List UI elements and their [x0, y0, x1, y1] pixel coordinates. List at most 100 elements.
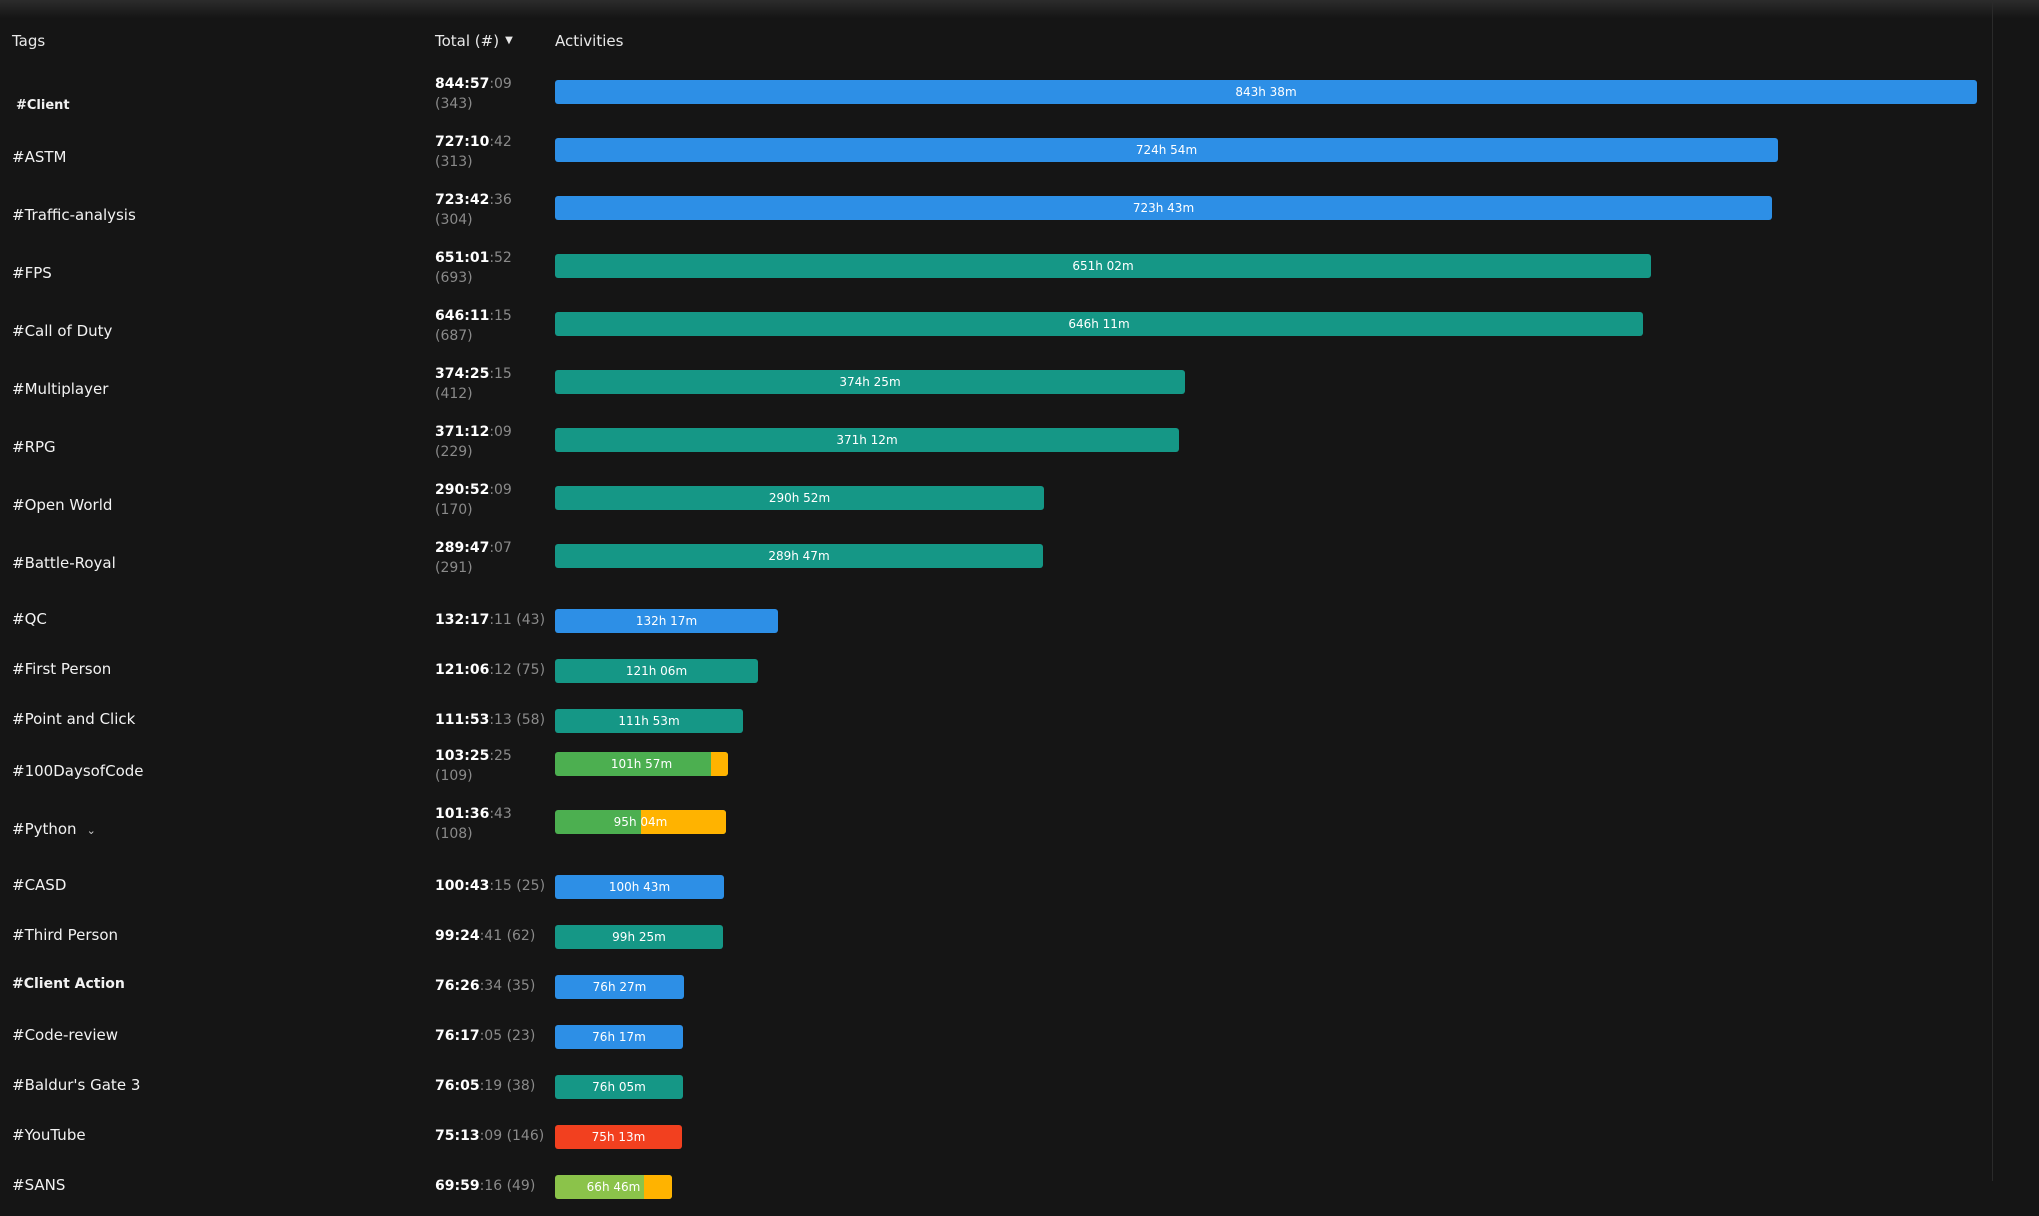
total-hours: 76:26: [435, 978, 480, 994]
activity-bar[interactable]: 724h 54m: [555, 138, 1778, 162]
tag-label[interactable]: #Open World: [12, 496, 112, 514]
tag-label[interactable]: #ASTM: [12, 148, 66, 166]
tag-label[interactable]: #RPG: [12, 438, 56, 456]
activity-bar[interactable]: 651h 02m: [555, 254, 1651, 278]
table-row: #CASD 100:43:15 (25) 100h 43m: [0, 866, 1990, 916]
table-row: #Point and Click 111:53:13 (58) 111h 53m: [0, 700, 1990, 750]
tag-label[interactable]: #Code-review: [12, 1026, 118, 1044]
total-seconds: :07: [489, 540, 512, 556]
activity-bar[interactable]: 843h 38m: [555, 80, 1977, 104]
total-hours: 289:47: [435, 540, 490, 556]
total-cell: 374:25:15 (412): [435, 364, 512, 404]
tag-label[interactable]: #100DaysofCode: [12, 762, 144, 780]
total-cell: 651:01:52 (693): [435, 248, 512, 288]
tag-label[interactable]: #CASD: [12, 876, 66, 894]
tag-label[interactable]: #Multiplayer: [12, 380, 108, 398]
table-row: #Python ⌄ 101:36:43 (108) 95h 04m: [0, 806, 1990, 860]
entry-count: (25): [516, 878, 546, 894]
table-row: #QC 132:17:11 (43) 132h 17m: [0, 600, 1990, 650]
total-cell: 723:42:36 (304): [435, 190, 512, 230]
entry-count: (687): [435, 328, 473, 344]
bar-label: 723h 43m: [1132, 201, 1195, 215]
entry-count: (62): [506, 928, 536, 944]
tag-name: #ASTM: [12, 148, 67, 166]
chevron-down-icon[interactable]: ⌄: [86, 824, 96, 837]
total-cell: 844:57:09 (343): [435, 74, 512, 114]
total-hours: 69:59: [435, 1178, 480, 1194]
bar-label: 111h 53m: [618, 714, 680, 728]
activity-bar[interactable]: 76h 17m: [555, 1025, 683, 1049]
top-shadow: [0, 0, 2039, 18]
total-cell: 290:52:09 (170): [435, 480, 512, 520]
tag-label[interactable]: #Baldur's Gate 3: [12, 1076, 140, 1094]
tag-name: #CASD: [12, 876, 67, 894]
bar-label: 101h 57m: [610, 757, 673, 771]
bar-label: 76h 17m: [592, 1030, 646, 1044]
table-row: #RPG 371:12:09 (229) 371h 12m: [0, 424, 1990, 478]
entry-count: (229): [435, 444, 473, 460]
tag-label[interactable]: #YouTube: [12, 1126, 86, 1144]
tag-label[interactable]: #Client: [16, 98, 70, 113]
header-activities[interactable]: Activities: [555, 32, 624, 50]
total-cell: 76:05:19 (38): [435, 1076, 535, 1096]
bar-label: 651h 02m: [1072, 259, 1134, 273]
total-hours: 727:10: [435, 134, 490, 150]
activity-bar[interactable]: 101h 57m: [555, 752, 728, 776]
total-hours: 374:25: [435, 366, 490, 382]
activity-bar[interactable]: 111h 53m: [555, 709, 743, 733]
total-hours: 371:12: [435, 424, 490, 440]
entry-count: (49): [506, 1178, 536, 1194]
tag-label[interactable]: #Battle-Royal: [12, 554, 116, 572]
activity-bar[interactable]: 289h 47m: [555, 544, 1043, 568]
table-row: #ASTM 727:10:42 (313) 724h 54m: [0, 134, 1990, 188]
tag-name: #SANS: [12, 1176, 66, 1194]
total-seconds: :16: [479, 1178, 503, 1194]
activity-bar[interactable]: 723h 43m: [555, 196, 1772, 220]
tag-name: #First Person: [12, 660, 112, 678]
total-seconds: :52: [489, 250, 512, 266]
entry-count: (170): [435, 502, 473, 518]
activity-bar[interactable]: 99h 25m: [555, 925, 723, 949]
total-hours: 75:13: [435, 1128, 480, 1144]
total-hours: 723:42: [435, 192, 490, 208]
activity-bar[interactable]: 374h 25m: [555, 370, 1185, 394]
total-cell: 111:53:13 (58): [435, 710, 545, 730]
activity-bar[interactable]: 76h 05m: [555, 1075, 683, 1099]
bar-segment: [711, 752, 728, 776]
tag-label[interactable]: #Python ⌄: [12, 820, 96, 838]
tag-label[interactable]: #Third Person: [12, 926, 118, 944]
tag-name: #RPG: [12, 438, 56, 456]
activity-bar[interactable]: 66h 46m: [555, 1175, 672, 1199]
activity-bar[interactable]: 100h 43m: [555, 875, 724, 899]
activity-bar[interactable]: 95h 04m: [555, 810, 726, 834]
total-hours: 651:01: [435, 250, 490, 266]
tag-name: #Battle-Royal: [12, 554, 116, 572]
activity-bar[interactable]: 371h 12m: [555, 428, 1179, 452]
tag-label[interactable]: #Client Action: [12, 976, 125, 992]
entry-count: (58): [516, 712, 546, 728]
tag-label[interactable]: #Point and Click: [12, 710, 135, 728]
activity-bar[interactable]: 646h 11m: [555, 312, 1643, 336]
total-cell: 289:47:07 (291): [435, 538, 512, 578]
entry-count: (291): [435, 560, 473, 576]
bar-label: 290h 52m: [768, 491, 831, 505]
activity-bar[interactable]: 75h 13m: [555, 1125, 682, 1149]
total-seconds: :42: [489, 134, 512, 150]
tag-name: #100DaysofCode: [12, 762, 144, 780]
bar-label: 100h 43m: [608, 880, 671, 894]
tag-label[interactable]: #Call of Duty: [12, 322, 112, 340]
tag-label[interactable]: #FPS: [12, 264, 52, 282]
activity-bar[interactable]: 132h 17m: [555, 609, 778, 633]
activity-bar[interactable]: 76h 27m: [555, 975, 684, 999]
tag-label[interactable]: #Traffic-analysis: [12, 206, 136, 224]
header-total-sort[interactable]: Total (#) ▼: [435, 32, 513, 50]
tag-label[interactable]: #First Person: [12, 660, 111, 678]
total-seconds: :13: [489, 712, 512, 728]
header-tags[interactable]: Tags: [12, 32, 46, 50]
activity-bar[interactable]: 121h 06m: [555, 659, 758, 683]
activity-bar[interactable]: 290h 52m: [555, 486, 1044, 510]
tag-label[interactable]: #QC: [12, 610, 47, 628]
tag-label[interactable]: #SANS: [12, 1176, 65, 1194]
total-hours: 103:25: [435, 748, 490, 764]
total-hours: 99:24: [435, 928, 480, 944]
